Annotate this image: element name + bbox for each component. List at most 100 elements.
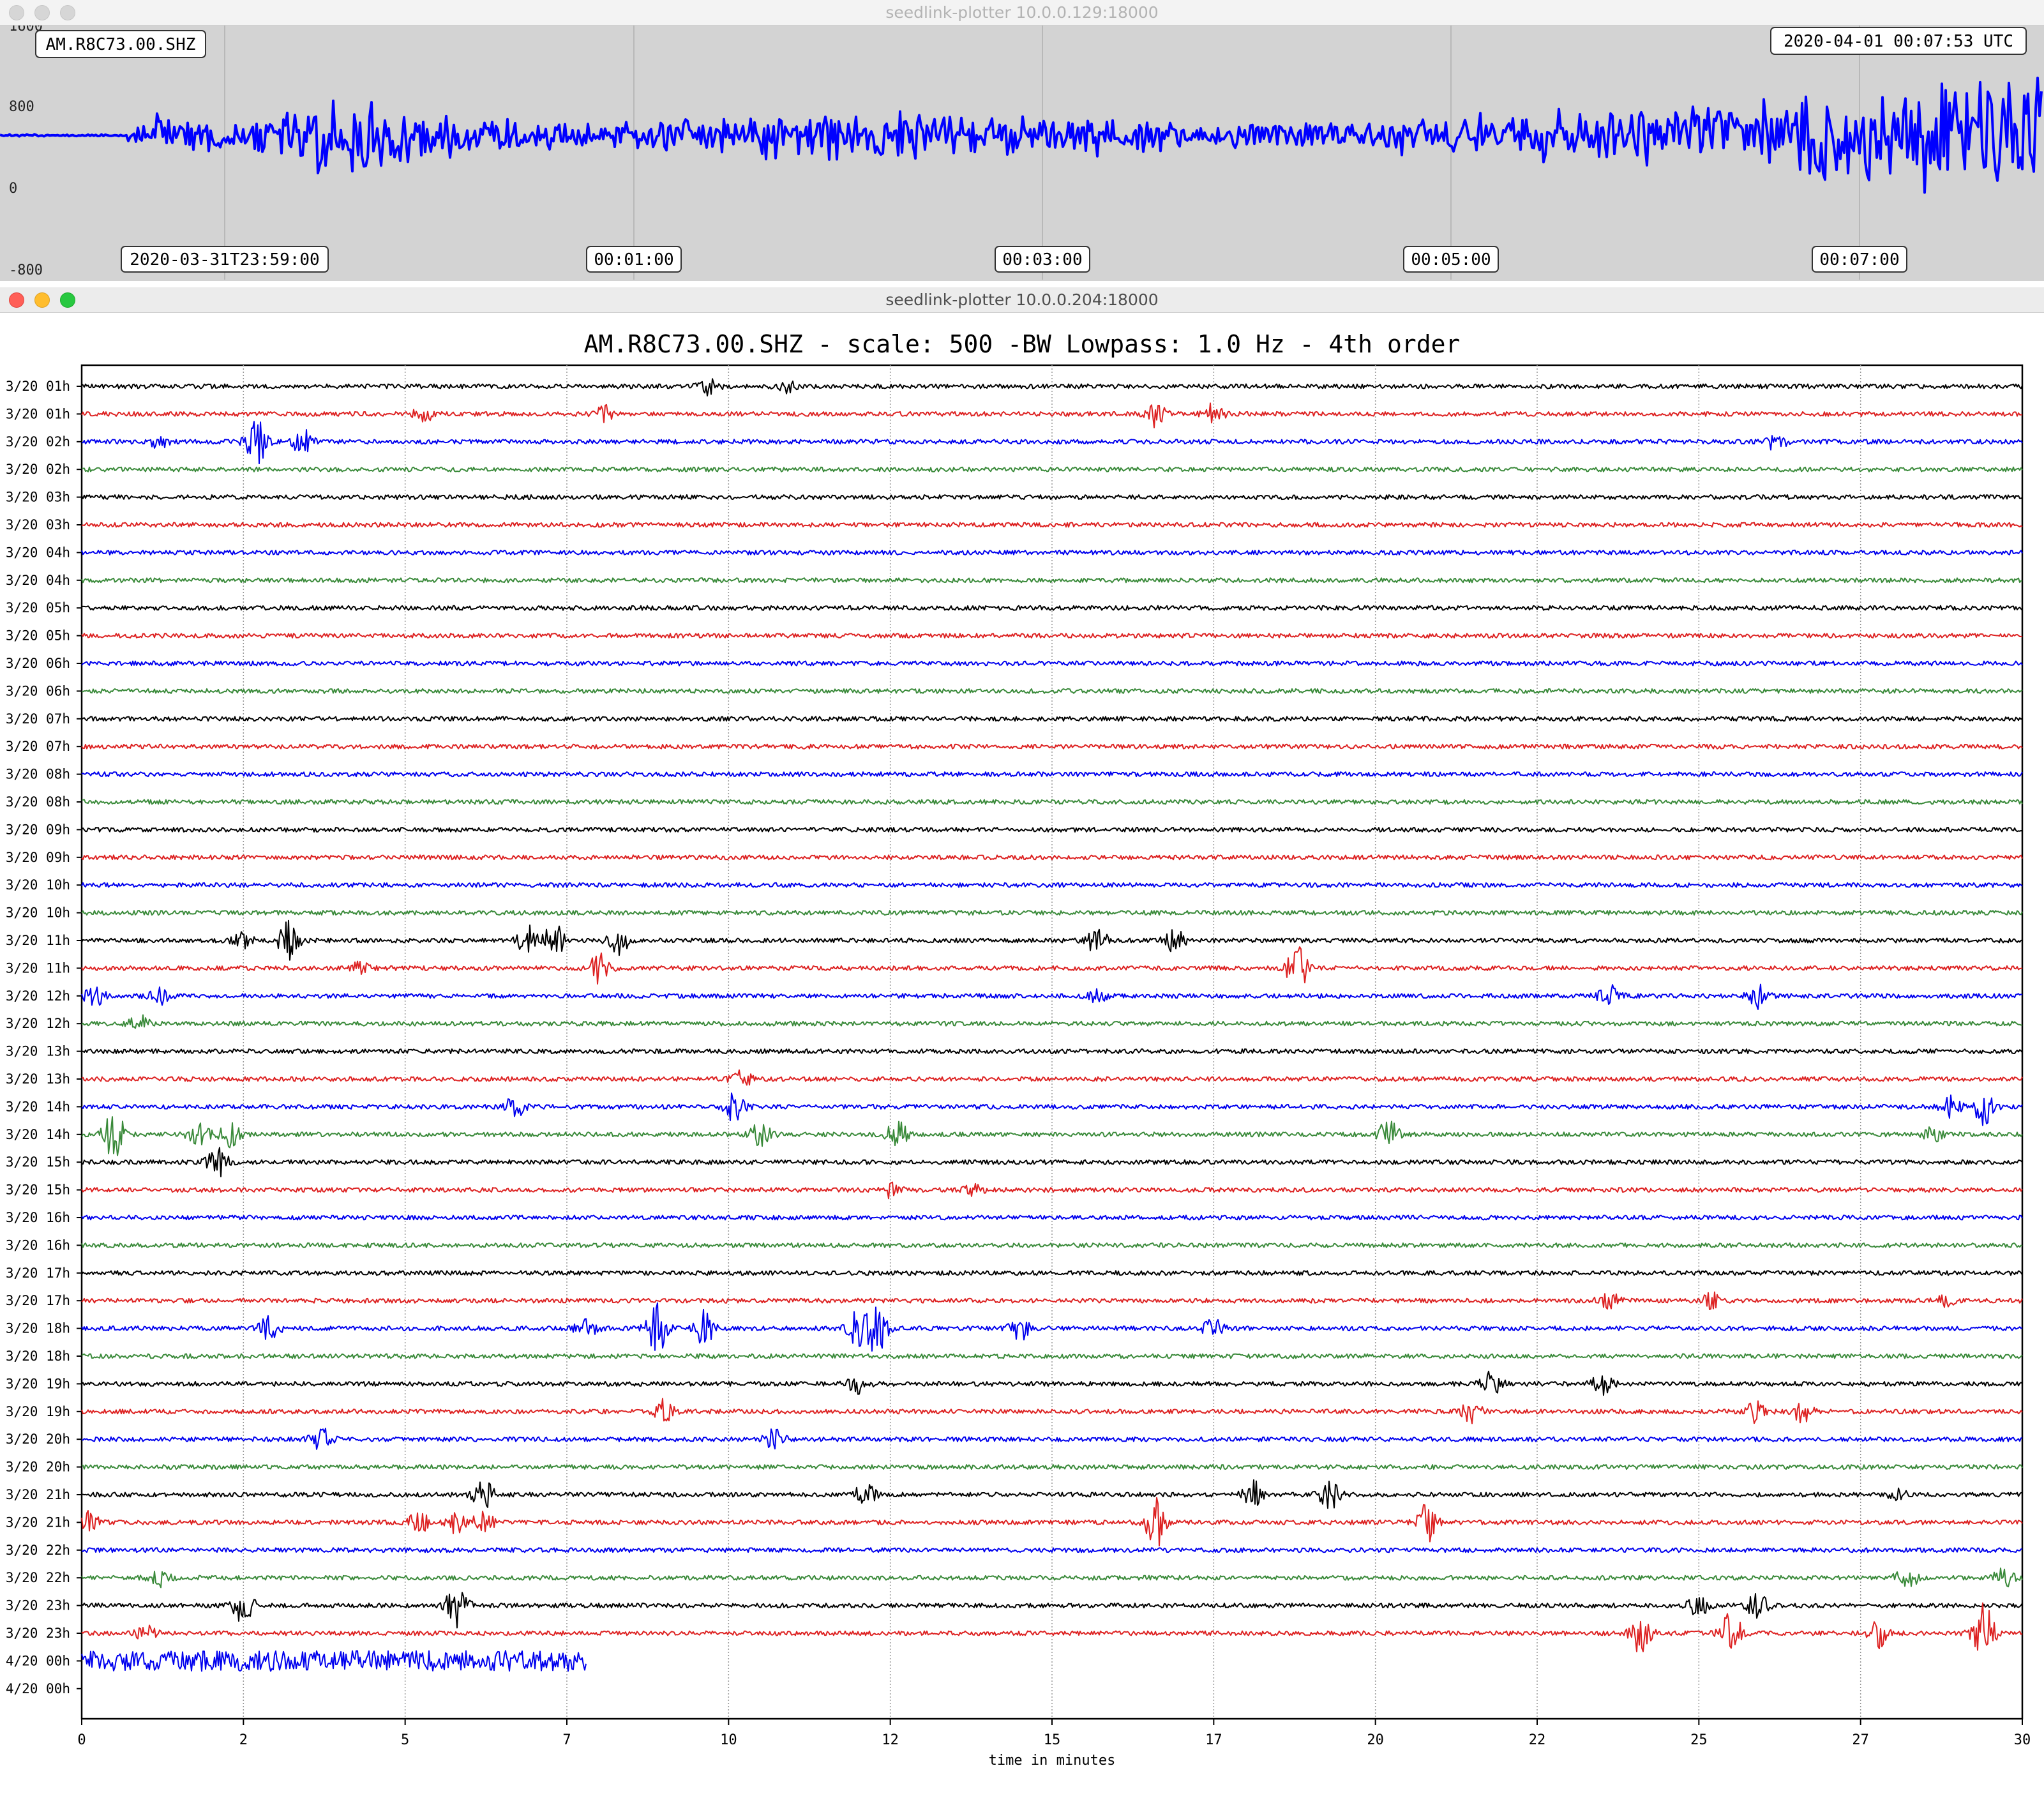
row-label: 4/20 00h bbox=[6, 1653, 70, 1668]
x-tick-label: 2 bbox=[239, 1732, 248, 1748]
row-label: 3/20 06h bbox=[6, 683, 70, 698]
row-label: 3/20 01h bbox=[6, 379, 70, 394]
row-label: 3/20 22h bbox=[6, 1543, 70, 1558]
helicorder-trace bbox=[81, 402, 2023, 428]
row-label: 3/20 20h bbox=[6, 1431, 70, 1447]
helicorder-trace bbox=[81, 633, 2023, 639]
maximize-window-button[interactable] bbox=[60, 292, 75, 308]
minimize-window-button[interactable] bbox=[34, 292, 50, 308]
x-tick-label: 00:03:00 bbox=[1002, 250, 1082, 269]
chart-title: AM.R8C73.00.SHZ - scale: 500 -BW Lowpass… bbox=[584, 330, 1461, 358]
helicorder-trace bbox=[81, 1353, 2023, 1359]
row-label: 4/20 00h bbox=[6, 1681, 70, 1696]
helicorder-trace bbox=[81, 1270, 2023, 1276]
seismic-trace bbox=[0, 77, 2043, 194]
x-tick-label-box: 00:07:00 bbox=[1812, 246, 1907, 273]
helicorder-trace bbox=[81, 1092, 2023, 1126]
helicorder-trace bbox=[81, 1602, 2023, 1652]
row-label: 3/20 06h bbox=[6, 656, 70, 671]
helicorder-trace bbox=[81, 1428, 2023, 1450]
bottom-window-titlebar[interactable]: seedlink-plotter 10.0.0.204:18000 bbox=[0, 287, 2044, 313]
row-label: 3/20 13h bbox=[6, 1071, 70, 1087]
row-label: 3/20 03h bbox=[6, 517, 70, 532]
row-label: 3/20 10h bbox=[6, 905, 70, 921]
plot-background bbox=[0, 26, 2044, 281]
top-window-title: seedlink-plotter 10.0.0.129:18000 bbox=[885, 3, 1159, 22]
row-label: 3/20 15h bbox=[6, 1182, 70, 1198]
time-label: 2020-04-01 00:07:53 UTC bbox=[1784, 32, 2013, 51]
helicorder-trace bbox=[81, 910, 2023, 916]
y-tick-label: -800 bbox=[9, 262, 43, 278]
x-tick-label-box: 00:05:00 bbox=[1403, 246, 1499, 273]
helicorder-trace bbox=[81, 799, 2023, 805]
helicorder-trace bbox=[81, 743, 2023, 750]
station-label: AM.R8C73.00.SHZ bbox=[46, 35, 196, 54]
station-label-box: AM.R8C73.00.SHZ bbox=[35, 30, 206, 58]
helicorder-trace bbox=[81, 1116, 2023, 1156]
row-label: 3/20 05h bbox=[6, 600, 70, 615]
minimize-window-button[interactable] bbox=[34, 5, 50, 20]
helicorder-trace bbox=[81, 1014, 2023, 1029]
helicorder-trace bbox=[81, 1547, 2023, 1553]
maximize-window-button[interactable] bbox=[60, 5, 75, 20]
helicorder-trace bbox=[81, 716, 2023, 722]
row-label: 3/20 07h bbox=[6, 711, 70, 727]
row-label: 3/20 01h bbox=[6, 406, 70, 421]
x-tick-label: 12 bbox=[882, 1732, 899, 1748]
helicorder-trace bbox=[81, 577, 2023, 584]
close-window-button[interactable] bbox=[9, 5, 24, 20]
helicorder-trace bbox=[81, 1291, 2023, 1310]
row-label: 3/20 23h bbox=[6, 1626, 70, 1641]
helicorder-trace bbox=[81, 1048, 2023, 1055]
row-label: 3/20 11h bbox=[6, 933, 70, 948]
row-label: 3/20 15h bbox=[6, 1154, 70, 1170]
row-label: 3/20 21h bbox=[6, 1514, 70, 1530]
realtime-trace-plot: 1600 800 0 -800 AM.R8C73.00.SHZ 2020-04-01 00… bbox=[0, 26, 2044, 281]
close-window-button[interactable] bbox=[9, 292, 24, 308]
helicorder-plotter-window: seedlink-plotter 10.0.0.204:18000 AM.R8C… bbox=[0, 287, 2044, 1812]
helicorder-trace bbox=[81, 1464, 2023, 1470]
x-tick-label: 10 bbox=[720, 1732, 737, 1748]
y-tick-label: 800 bbox=[9, 99, 34, 115]
row-label: 3/20 02h bbox=[6, 462, 70, 477]
row-label: 3/20 22h bbox=[6, 1570, 70, 1585]
row-label: 3/20 18h bbox=[6, 1348, 70, 1364]
helicorder-trace bbox=[81, 1069, 2023, 1086]
x-tick-label: 30 bbox=[2014, 1732, 2031, 1748]
helicorder-trace bbox=[81, 1398, 2023, 1424]
x-tick-label-box: 2020-03-31T23:59:00 bbox=[121, 246, 329, 273]
x-tick-label: 15 bbox=[1044, 1732, 1061, 1748]
y-tick-label: 1600 bbox=[9, 26, 43, 34]
row-label: 3/20 23h bbox=[6, 1598, 70, 1613]
top-window-titlebar[interactable]: seedlink-plotter 10.0.0.129:18000 bbox=[0, 0, 2044, 26]
row-label: 3/20 14h bbox=[6, 1127, 70, 1142]
x-tick-label: 27 bbox=[1852, 1732, 1869, 1748]
helicorder-trace bbox=[81, 466, 2023, 472]
x-tick-label: 00:01:00 bbox=[594, 250, 673, 269]
row-label: 3/20 07h bbox=[6, 739, 70, 754]
x-tick-label-box: 00:03:00 bbox=[995, 246, 1090, 273]
x-axis-label: time in minutes bbox=[989, 1753, 1116, 1769]
row-label: 3/20 04h bbox=[6, 573, 70, 588]
helicorder-trace bbox=[81, 771, 2023, 778]
row-label: 3/20 17h bbox=[6, 1293, 70, 1308]
x-tick-label: 25 bbox=[1690, 1732, 1708, 1748]
row-label: 3/20 03h bbox=[6, 490, 70, 505]
row-label: 3/20 04h bbox=[6, 545, 70, 560]
row-label: 3/20 16h bbox=[6, 1210, 70, 1225]
helicorder-trace bbox=[81, 1147, 2023, 1177]
row-label: 3/20 08h bbox=[6, 767, 70, 782]
helicorder-trace bbox=[81, 494, 2023, 501]
helicorder-trace bbox=[81, 1242, 2023, 1248]
y-tick-label: 0 bbox=[9, 181, 17, 197]
top-plotter-window: seedlink-plotter 10.0.0.129:18000 1600 80… bbox=[0, 0, 2044, 281]
x-tick-label: 0 bbox=[77, 1732, 86, 1748]
row-label: 3/20 10h bbox=[6, 877, 70, 893]
x-tick-label-box: 00:01:00 bbox=[586, 246, 682, 273]
helicorder-trace bbox=[81, 1479, 2023, 1509]
row-label: 3/20 17h bbox=[6, 1265, 70, 1281]
helicorder-trace bbox=[81, 1592, 2023, 1629]
helicorder-trace bbox=[81, 605, 2023, 611]
row-label: 3/20 21h bbox=[6, 1487, 70, 1502]
bottom-window-title: seedlink-plotter 10.0.0.204:18000 bbox=[885, 291, 1159, 309]
